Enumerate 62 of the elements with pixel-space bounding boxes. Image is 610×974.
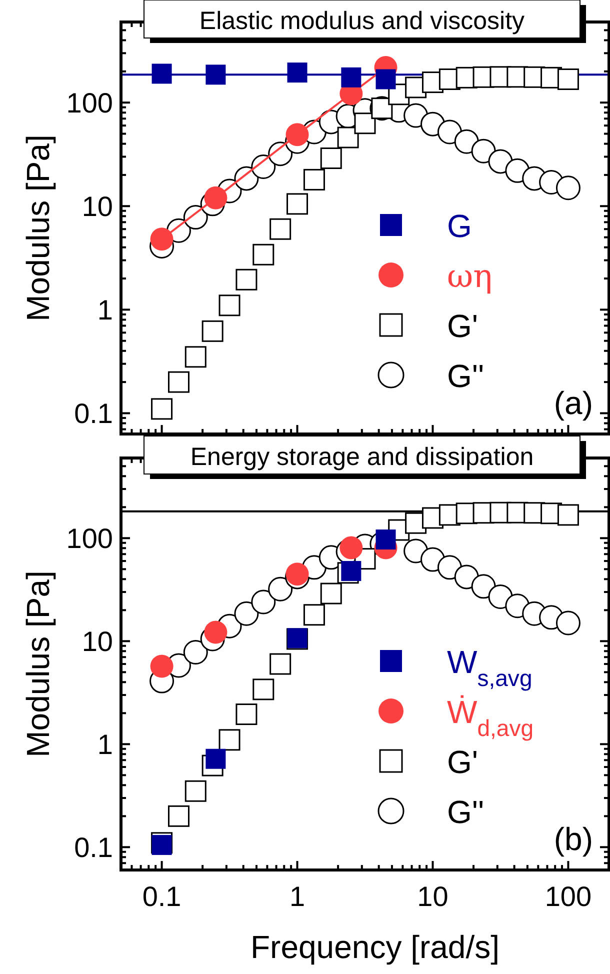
y-tick-label: 1 [97, 729, 113, 760]
chart-title: Energy storage and dissipation [190, 443, 534, 471]
point [183, 640, 208, 665]
point [320, 147, 342, 169]
point [150, 228, 174, 251]
point [556, 610, 580, 636]
point [557, 504, 579, 526]
y-tick-label: 10 [82, 626, 113, 658]
point [168, 371, 190, 393]
point [471, 138, 496, 164]
point [556, 176, 580, 200]
point [286, 193, 308, 215]
legend-label: G' [447, 308, 478, 344]
point [303, 168, 325, 190]
chart-title: Elastic modulus and viscosity [199, 7, 526, 35]
x-tick-label: 1 [289, 881, 306, 912]
legend-label: G [447, 208, 472, 244]
point [252, 678, 274, 700]
point [337, 126, 359, 148]
point [303, 604, 325, 626]
y-tick-label: 100 [66, 523, 113, 554]
point [184, 346, 206, 368]
legend-label: Ẇ$_{d,avg}$ [447, 694, 534, 741]
x-axis-title: Frequency [rad/s] [250, 929, 500, 965]
point [252, 244, 274, 266]
y-tick-label: 1 [97, 294, 113, 326]
point [218, 729, 240, 751]
point [268, 576, 293, 602]
y-tick-label: 0.1 [74, 398, 113, 430]
point [270, 218, 292, 240]
point [218, 294, 240, 316]
point [152, 64, 172, 84]
point [454, 129, 479, 154]
y-tick-label: 10 [82, 191, 113, 222]
point [234, 601, 259, 626]
x-tick-label: 10 [417, 881, 448, 912]
annotation: (a) [554, 385, 593, 421]
legend-label: G'' [447, 358, 484, 394]
x-tick-label: 0.1 [142, 881, 182, 912]
point [251, 590, 276, 614]
y-tick-label: 100 [66, 88, 113, 119]
legend-label: W$_{s,avg}$ [447, 644, 532, 691]
legend-label: G' [447, 744, 478, 780]
point [184, 780, 206, 802]
point [354, 112, 376, 134]
x-tick-label: 100 [544, 881, 592, 912]
y-axis-title: Modulus [Pa] [20, 570, 56, 758]
y-axis-title: Modulus [Pa] [20, 134, 56, 322]
point [236, 268, 258, 290]
point [557, 68, 579, 90]
legend-label: ωη [447, 257, 492, 295]
point [320, 582, 342, 604]
y-tick-label: 0.1 [74, 832, 113, 864]
legend-label: G'' [447, 794, 484, 830]
point [270, 653, 292, 675]
point [150, 654, 174, 678]
annotation: (b) [554, 821, 593, 857]
point [236, 704, 258, 726]
point [471, 574, 496, 599]
point [202, 320, 224, 342]
point [168, 805, 190, 827]
point [151, 398, 173, 420]
